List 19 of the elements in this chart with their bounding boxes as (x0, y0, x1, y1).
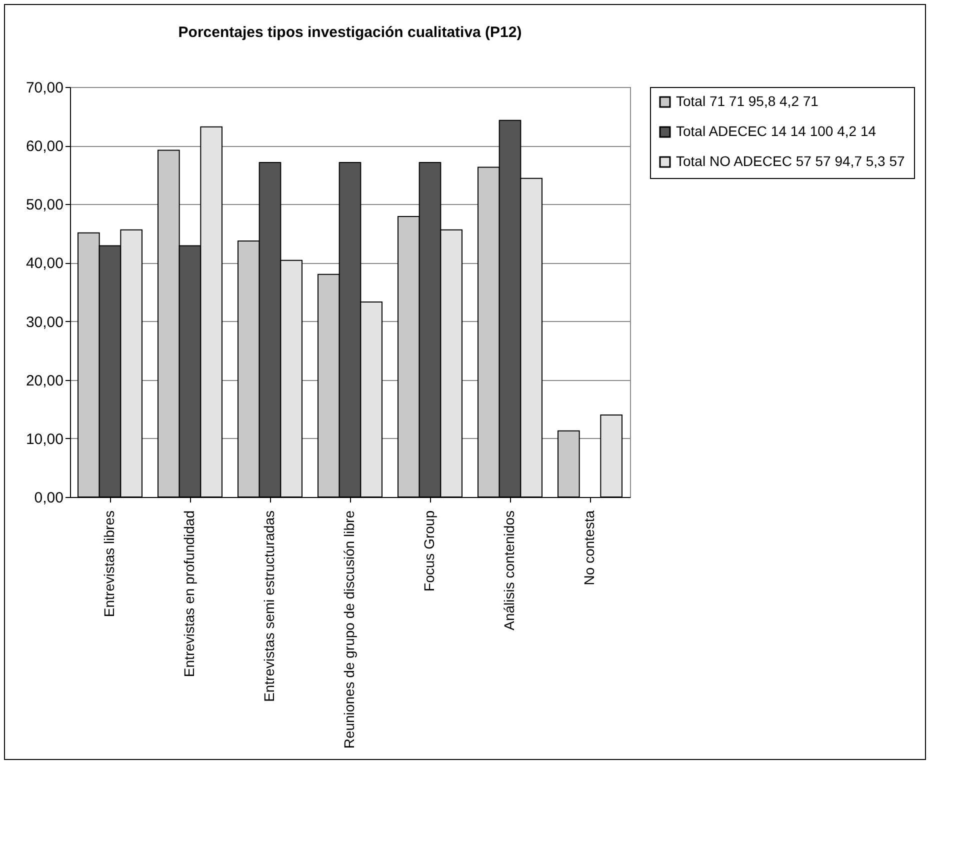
y-tick-label: 10,00 (26, 430, 64, 448)
x-tick-label: Entrevistas en profundidad (181, 510, 197, 678)
legend-label: Total 71 71 95,8 4,2 71 (676, 93, 819, 109)
x-tick-label: Entrevistas semi estructuradas (261, 510, 277, 702)
x-tick-label: Entrevistas libres (101, 510, 117, 618)
chart-title: Porcentajes tipos investigación cualitativa (P12) (178, 24, 522, 41)
y-tick-label: 60,00 (26, 138, 64, 156)
x-tick-label: Reuniones de grupo de discusión libre (341, 510, 357, 749)
y-tick-label: 0,00 (34, 490, 64, 506)
y-tick-label: 50,00 (26, 196, 64, 214)
x-tick-label: Análisis contenidos (501, 510, 517, 630)
legend-label: Total NO ADECEC 57 57 94,7 5,3 57 (676, 153, 906, 169)
y-tick-label: 30,00 (26, 314, 64, 331)
x-tick-label: No contesta (581, 510, 597, 586)
legend-label: Total ADECEC 14 14 100 4,2 14 (676, 123, 876, 139)
y-tick-label: 20,00 (26, 372, 64, 390)
y-tick-label: 70,00 (26, 80, 64, 96)
x-tick-label: Focus Group (421, 510, 437, 592)
y-tick-label: 40,00 (26, 255, 64, 272)
